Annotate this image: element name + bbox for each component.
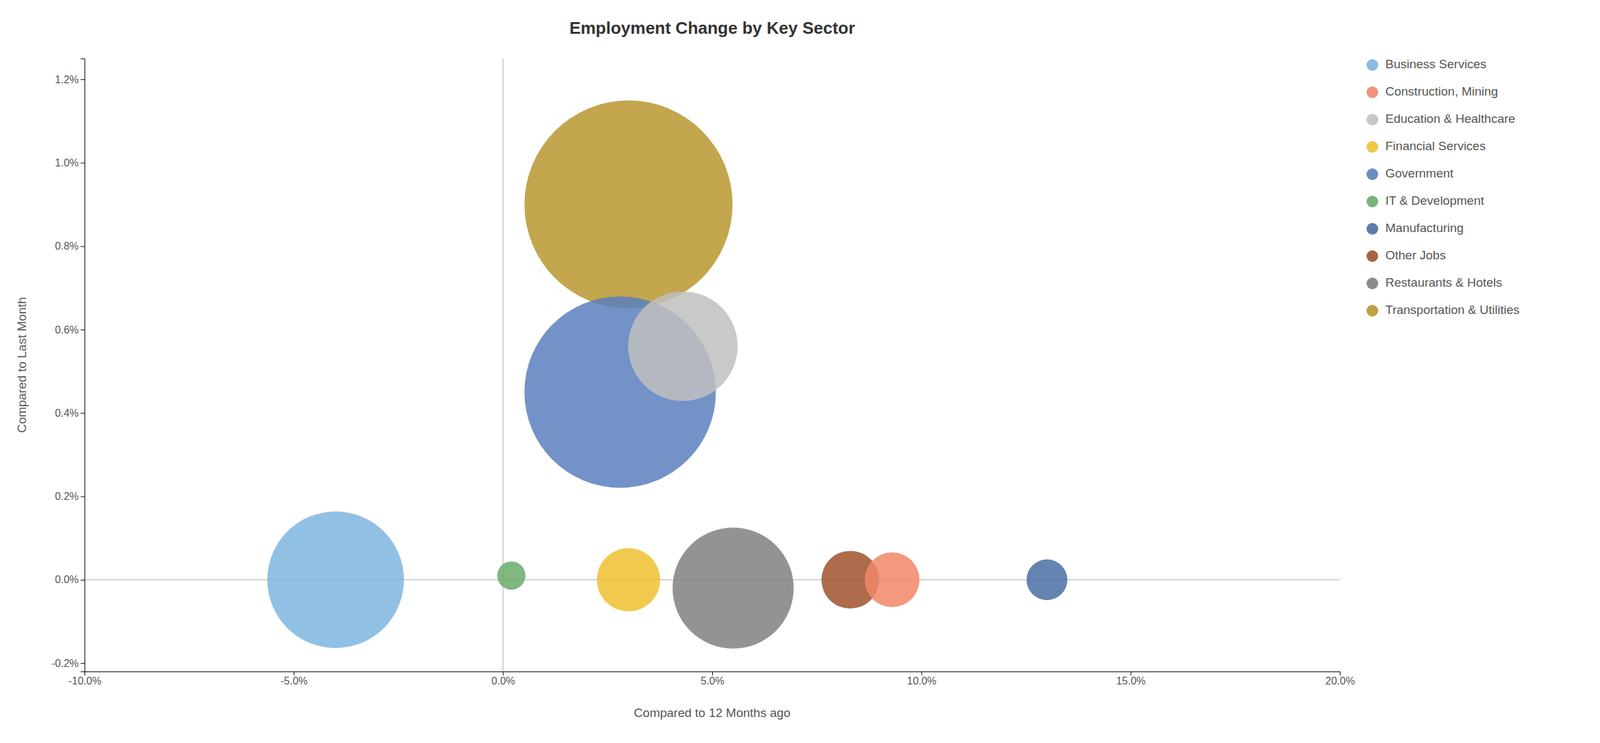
- y-tick: 0.8%: [55, 240, 85, 252]
- legend-item: Construction, Mining: [1366, 84, 1498, 99]
- y-tick-label: 0.4%: [55, 407, 79, 419]
- bubble: [597, 548, 661, 612]
- legend-marker: [1366, 277, 1379, 290]
- legend-item: Financial Services: [1366, 139, 1486, 153]
- legend-item: Restaurants & Hotels: [1366, 275, 1503, 290]
- legend-label: Business Services: [1385, 57, 1487, 71]
- y-tick-label: 1.0%: [55, 157, 79, 169]
- legend-item: Manufacturing: [1366, 221, 1464, 235]
- x-tick: 0.0%: [491, 671, 516, 687]
- x-tick: 5.0%: [700, 671, 724, 687]
- bubble: [524, 100, 733, 309]
- legend-item: Other Jobs: [1366, 248, 1446, 263]
- legend-marker: [1366, 223, 1379, 235]
- x-tick: -5.0%: [280, 671, 308, 687]
- legend-label: Education & Healthcare: [1385, 111, 1516, 126]
- y-tick-label: 1.2%: [55, 74, 79, 86]
- y-tick-mark: [80, 329, 85, 331]
- y-tick-label: 0.0%: [55, 574, 79, 586]
- legend-item: Government: [1366, 166, 1454, 181]
- x-tick-mark: [1339, 671, 1341, 676]
- legend-marker: [1366, 195, 1379, 208]
- legend-marker: [1366, 141, 1379, 153]
- y-axis: -0.2% 0.0% 0.2% 0.4% 0.6% 0.8% 1.0% 1.2%: [51, 59, 85, 673]
- data-area: [84, 58, 1340, 672]
- legend-label: Manufacturing: [1385, 221, 1464, 235]
- x-tick-mark: [712, 671, 713, 676]
- y-tick-label: 0.2%: [55, 491, 79, 503]
- y-tick-label: 0.8%: [55, 240, 79, 252]
- x-tick-label: 20.0%: [1325, 675, 1355, 687]
- x-tick-mark: [1130, 671, 1132, 676]
- legend-label: Restaurants & Hotels: [1385, 275, 1503, 290]
- y-tick-label: 0.6%: [55, 324, 79, 336]
- x-tick-label: 0.0%: [491, 675, 516, 687]
- x-tick-label: 15.0%: [1116, 675, 1146, 687]
- y-tick-mark: [80, 246, 85, 248]
- legend-marker: [1366, 86, 1379, 99]
- y-tick: 0.6%: [55, 324, 85, 336]
- x-axis: -10.0% -5.0% 0.0% 5.0% 10.0% 15.0% 20.0%: [68, 671, 1355, 687]
- x-tick-label: -10.0%: [68, 675, 102, 687]
- bubble: [865, 552, 920, 608]
- y-tick-mark: [80, 496, 85, 498]
- x-tick-label: -5.0%: [280, 675, 308, 687]
- y-tick: 0.2%: [55, 491, 85, 503]
- bubble: [1026, 559, 1068, 601]
- legend-label: Financial Services: [1385, 139, 1486, 153]
- legend-marker: [1366, 250, 1379, 263]
- y-tick-label: -0.2%: [51, 658, 79, 670]
- legend-label: Transportation & Utilities: [1385, 303, 1520, 317]
- y-tick: 1.0%: [55, 157, 85, 169]
- y-tick-mark: [80, 580, 85, 581]
- legend-marker: [1366, 168, 1379, 181]
- x-axis-line: [85, 672, 1341, 677]
- y-tick-mark: [80, 79, 85, 80]
- plot: -10.0% -5.0% 0.0% 5.0% 10.0% 15.0% 20.0% -0.2% 0…: [51, 58, 1355, 687]
- y-axis-line: [80, 59, 86, 673]
- x-tick: 10.0%: [906, 671, 936, 687]
- title: Employment Change by Key Sector: [569, 18, 855, 38]
- legend-item: Education & Healthcare: [1366, 111, 1516, 126]
- x-axis-title: Compared to 12 Months ago: [634, 706, 791, 720]
- y-tick: 1.2%: [55, 74, 85, 86]
- x-tick-mark: [502, 671, 504, 676]
- legend-label: Government: [1385, 166, 1454, 181]
- x-tick: 15.0%: [1116, 671, 1146, 687]
- y-tick-mark: [80, 663, 85, 665]
- legend-item: Business Services: [1366, 57, 1487, 71]
- y-tick: 0.4%: [55, 407, 85, 419]
- bubble: [267, 511, 404, 649]
- y-tick-mark: [80, 162, 85, 164]
- y-tick: 0.0%: [55, 574, 85, 586]
- legend-label: Construction, Mining: [1385, 84, 1498, 99]
- legend-marker: [1366, 113, 1379, 126]
- bubble: [672, 528, 794, 650]
- y-tick: -0.2%: [51, 658, 85, 670]
- x-tick-label: 10.0%: [906, 675, 936, 687]
- legend-item: IT & Development: [1366, 193, 1485, 208]
- y-axis-title: Compared to Last Month: [14, 297, 29, 434]
- x-tick-mark: [293, 671, 295, 676]
- chart: -10.0% -5.0% 0.0% 5.0% 10.0% 15.0% 20.0% -0.2% 0…: [0, 0, 1600, 743]
- bubble: [628, 291, 738, 401]
- y-tick-mark: [80, 413, 85, 414]
- x-tick: -10.0%: [68, 671, 102, 687]
- legend-label: IT & Development: [1385, 193, 1485, 208]
- bubble: [496, 561, 525, 590]
- x-tick-mark: [921, 671, 923, 676]
- legend: Business Services Construction, Mining Edu…: [1366, 57, 1520, 317]
- legend-item: Transportation & Utilities: [1366, 303, 1520, 317]
- legend-marker: [1366, 59, 1379, 71]
- legend-label: Other Jobs: [1385, 248, 1446, 263]
- x-tick-label: 5.0%: [700, 675, 724, 687]
- x-tick: 20.0%: [1325, 671, 1355, 687]
- legend-marker: [1366, 305, 1379, 317]
